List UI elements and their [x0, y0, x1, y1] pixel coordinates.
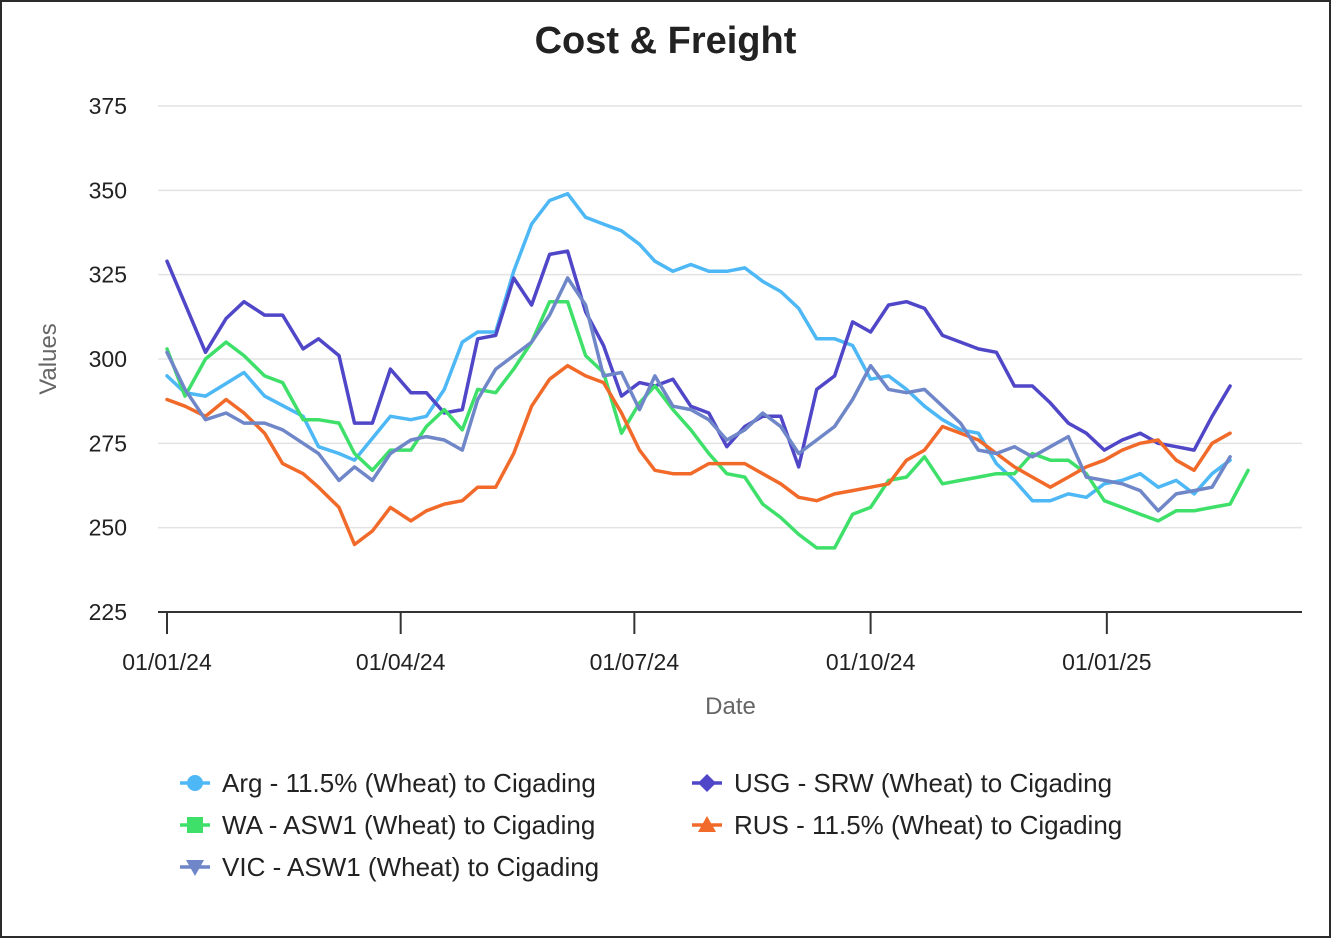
- legend-label: WA - ASW1 (Wheat) to Cigading: [222, 810, 595, 840]
- legend-marker-diamond: [698, 774, 716, 792]
- x-axis-title: Date: [705, 693, 756, 720]
- x-tick-label: 01/01/25: [1062, 649, 1152, 675]
- legend: Arg - 11.5% (Wheat) to Cigading USG - SRW…: [180, 768, 1122, 882]
- legend-item: USG - SRW (Wheat) to Cigading: [692, 768, 1112, 798]
- series-line-3: [165, 299, 1250, 550]
- legend-marker-triangle: [698, 816, 716, 832]
- y-tick-label: 250: [89, 515, 127, 541]
- y-tick-label: 325: [89, 262, 127, 288]
- series-layer: [165, 191, 1250, 550]
- legend-item: WA - ASW1 (Wheat) to Cigading: [180, 810, 595, 840]
- legend-item: RUS - 11.5% (Wheat) to Cigading: [692, 810, 1122, 840]
- legend-marker-triangle-down: [186, 860, 204, 876]
- legend-label: Arg - 11.5% (Wheat) to Cigading: [222, 768, 596, 798]
- chart-title: Cost & Freight: [534, 20, 797, 62]
- x-tick-label: 01/07/24: [590, 649, 680, 675]
- series-line-1: [165, 191, 1232, 503]
- series-line-4: [165, 363, 1232, 547]
- y-tick-label: 300: [89, 346, 127, 372]
- legend-label: VIC - ASW1 (Wheat) to Cigading: [222, 852, 599, 882]
- legend-item: Arg - 11.5% (Wheat) to Cigading: [180, 768, 596, 798]
- series-line-2: [165, 249, 1232, 469]
- series-line-5: [165, 276, 1232, 513]
- y-tick-label: 350: [89, 177, 127, 203]
- y-tick-label: 275: [89, 430, 127, 456]
- legend-label: RUS - 11.5% (Wheat) to Cigading: [734, 810, 1122, 840]
- x-tick-label: 01/10/24: [826, 649, 916, 675]
- y-axis-title: Values: [35, 323, 62, 395]
- x-axis: 01/01/24 01/04/24 01/07/24 01/10/24 01/01/25: [122, 611, 1302, 675]
- legend-marker-circle: [187, 775, 203, 791]
- y-tick-label: 225: [89, 599, 127, 625]
- x-tick-label: 01/01/24: [122, 649, 212, 675]
- x-tick-label: 01/04/24: [356, 649, 446, 675]
- legend-item: VIC - ASW1 (Wheat) to Cigading: [180, 852, 599, 882]
- legend-marker-square: [187, 817, 203, 833]
- y-axis: 225 250 275 300 325 350 375: [89, 93, 127, 625]
- legend-label: USG - SRW (Wheat) to Cigading: [734, 768, 1112, 798]
- y-tick-label: 375: [89, 93, 127, 119]
